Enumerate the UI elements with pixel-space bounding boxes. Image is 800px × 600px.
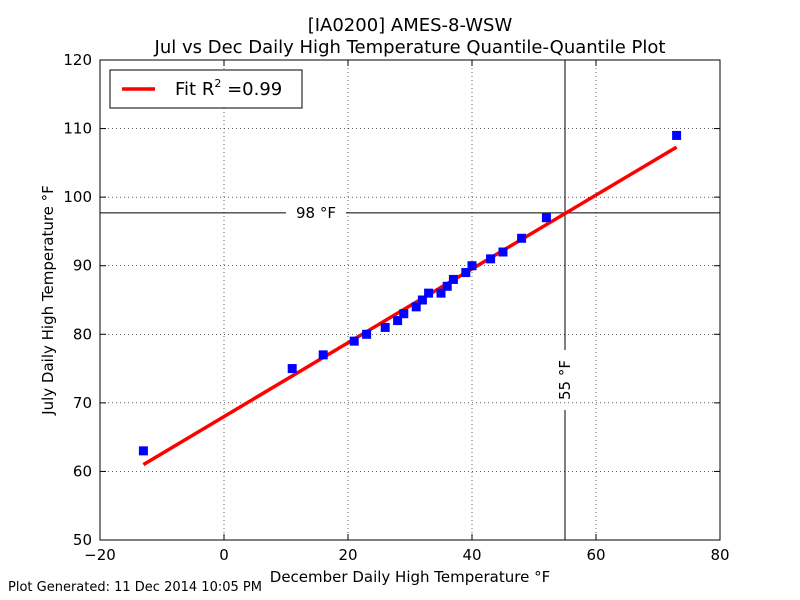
data-point — [498, 247, 508, 257]
plot-frame — [99, 59, 721, 541]
x-tick-label: 20 — [338, 546, 357, 564]
chart-title-line1: [IA0200] AMES-8-WSW — [308, 15, 513, 36]
axis-ticks: −20 0 20 40 60 80 50 60 70 80 90 100 110 120 — [63, 51, 729, 564]
y-tick-label: 90 — [73, 257, 92, 275]
grid-lines — [100, 60, 720, 540]
x-tick-label: 60 — [586, 546, 605, 564]
x-tick-label: 80 — [710, 546, 729, 564]
data-point — [362, 329, 372, 339]
hline-label: 98 °F — [296, 204, 336, 222]
fit-line — [142, 145, 678, 467]
y-axis-label: July Daily High Temperature °F — [39, 185, 57, 416]
y-tick-label: 110 — [63, 120, 92, 138]
data-point — [424, 288, 434, 298]
legend-label-suffix: =0.99 — [221, 79, 282, 100]
y-tick-label: 60 — [73, 462, 92, 480]
data-point — [672, 130, 682, 140]
fit-line-group — [142, 145, 678, 467]
data-point — [461, 268, 471, 278]
y-tick-label: 120 — [63, 51, 92, 69]
legend-label-superscript: 2 — [214, 77, 221, 90]
data-point — [517, 233, 527, 243]
data-point — [393, 316, 403, 326]
x-tick-label: 40 — [462, 546, 481, 564]
data-point — [417, 295, 427, 305]
data-point — [541, 213, 551, 223]
data-point — [380, 322, 390, 332]
data-point — [399, 309, 409, 319]
vline-label: 55 °F — [556, 360, 574, 400]
reference-lines: 98 °F 55 °F — [100, 60, 720, 540]
data-point — [448, 274, 458, 284]
data-point — [486, 254, 496, 264]
y-tick-label: 70 — [73, 394, 92, 412]
data-point — [442, 281, 452, 291]
data-point — [467, 261, 477, 271]
legend-label-prefix: Fit R — [175, 79, 214, 100]
data-point — [411, 302, 421, 312]
y-tick-label: 80 — [73, 325, 92, 343]
x-axis-label: December Daily High Temperature °F — [270, 568, 550, 586]
y-tick-label: 100 — [63, 188, 92, 206]
chart-title-line2: Jul vs Dec Daily High Temperature Quanti… — [154, 37, 666, 58]
plot-background — [100, 60, 720, 540]
x-tick-label: −20 — [84, 546, 116, 564]
data-points — [138, 130, 682, 456]
data-point — [287, 364, 297, 374]
y-tick-label: 50 — [73, 531, 92, 549]
legend-label: Fit R2 =0.99 — [175, 77, 282, 100]
x-tick-label: 0 — [219, 546, 229, 564]
data-point — [318, 350, 328, 360]
legend: Fit R2 =0.99 — [109, 69, 303, 109]
data-point — [436, 288, 446, 298]
plot-generated-footer: Plot Generated: 11 Dec 2014 10:05 PM — [8, 580, 262, 595]
data-point — [138, 446, 148, 456]
data-point — [349, 336, 359, 346]
